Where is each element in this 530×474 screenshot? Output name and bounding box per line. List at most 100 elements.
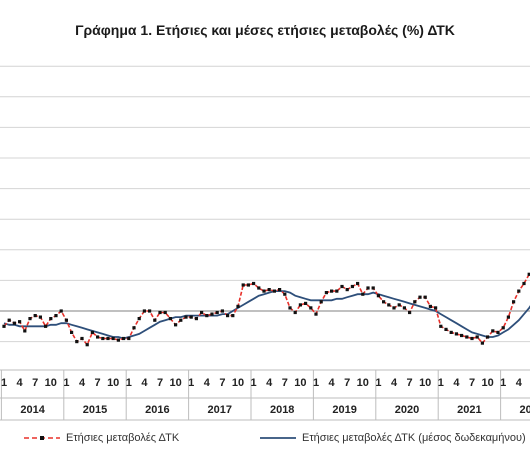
month-tick-label: 4 [17, 377, 24, 389]
year-tick-label: 2018 [270, 404, 294, 416]
series-annual-point [142, 309, 146, 313]
series-layer [2, 272, 530, 347]
series-annual-point [278, 288, 282, 292]
series-annual-point [168, 317, 172, 321]
series-annual-point [153, 318, 157, 322]
series-annual-point [75, 340, 79, 344]
series-annual-point [475, 335, 479, 339]
series-annual-point [522, 281, 526, 286]
month-tick-label: 4 [391, 377, 398, 389]
series-annual-point [413, 300, 417, 304]
series-annual-point [241, 283, 245, 287]
month-tick-label: 4 [79, 377, 86, 389]
series-annual-point [340, 284, 344, 289]
month-tick-label: 10 [45, 377, 57, 389]
series-annual-point [324, 291, 328, 295]
legend-swatch-average [260, 437, 296, 439]
series-annual-point [179, 318, 183, 322]
month-tick-label: 7 [32, 377, 38, 389]
series-annual-point [402, 306, 406, 310]
series-annual-point [226, 314, 230, 318]
month-tick-label: 1 [500, 377, 506, 389]
series-annual-point [371, 286, 375, 290]
series-annual-point [361, 292, 365, 296]
month-tick-label: 7 [219, 377, 225, 389]
series-annual-point [205, 314, 209, 318]
year-tick-label: 2017 [208, 404, 232, 416]
series-annual-point [506, 315, 510, 319]
legend-item-annual: Ετήσιες μεταβολές ΔΤΚ [22, 432, 179, 444]
month-tick-label: 1 [126, 377, 132, 389]
series-annual-point [2, 324, 6, 328]
year-tick-label: 2021 [457, 404, 481, 416]
month-tick-label: 1 [375, 377, 381, 389]
series-annual-point [330, 289, 334, 293]
series-annual-point [236, 304, 240, 308]
month-tick-label: 7 [157, 377, 163, 389]
series-annual-point [496, 330, 500, 334]
year-tick-label: 2019 [332, 404, 356, 416]
series-annual-point [501, 326, 505, 330]
series-annual-point [262, 289, 266, 293]
series-annual-point [12, 321, 16, 325]
series-annual-point [111, 336, 115, 341]
series-annual-point [428, 304, 432, 308]
series-annual-point [23, 329, 27, 333]
series-annual-point [444, 327, 448, 331]
series-annual-point [293, 310, 297, 315]
month-tick-label: 10 [169, 377, 181, 389]
series-annual-point [345, 288, 349, 292]
series-annual-point [59, 309, 63, 313]
series-annual-point [122, 336, 126, 341]
series-annual-point [252, 281, 256, 286]
series-annual-point [210, 312, 214, 316]
series-annual-point [38, 315, 42, 319]
series-annual-point [517, 289, 521, 293]
series-annual-point [101, 336, 105, 341]
series-annual-point [28, 317, 32, 321]
series-annual-point [387, 303, 391, 307]
series-annual-point [527, 272, 530, 276]
series-annual-point [392, 306, 396, 310]
month-tick-label: 4 [453, 377, 460, 389]
series-annual-point [231, 314, 235, 318]
series-annual-point [304, 301, 308, 305]
series-annual-point [106, 336, 110, 341]
series-annual-point [85, 343, 89, 347]
month-tick-label: 1 [438, 377, 444, 389]
series-annual-point [132, 326, 136, 330]
series-annual-point [465, 335, 469, 339]
series-annual-point [314, 312, 318, 316]
series-annual-point [267, 288, 271, 292]
month-tick-label: 4 [516, 377, 523, 389]
series-annual-point [33, 314, 37, 318]
chart-title: Γράφημα 1. Ετήσιες και μέσες ετήσιες μετ… [75, 22, 455, 38]
series-annual-point [418, 295, 422, 299]
series-annual-point [454, 332, 458, 336]
month-tick-label: 1 [188, 377, 194, 389]
month-tick-label: 1 [313, 377, 319, 389]
month-tick-label: 10 [419, 377, 431, 389]
legend-item-average: Ετήσιες μεταβολές ΔΤΚ (μέσος δωδεκαμήνου… [258, 432, 526, 444]
series-annual-point [449, 330, 453, 334]
month-tick-label: 10 [232, 377, 244, 389]
series-annual-point [158, 310, 162, 315]
series-annual-point [288, 306, 292, 310]
series-annual-point [335, 289, 339, 293]
year-tick-label: 2020 [395, 404, 419, 416]
month-tick-label: 10 [357, 377, 369, 389]
legend-swatch-annual [24, 436, 60, 441]
series-annual-point [80, 336, 84, 341]
series-annual-point [7, 318, 11, 322]
series-annual-point [215, 310, 219, 315]
series-annual-point [272, 289, 276, 293]
series-annual-point [408, 310, 412, 315]
series-annual-point [397, 303, 401, 307]
month-tick-label: 4 [204, 377, 211, 389]
series-annual-point [127, 336, 131, 341]
series-annual-point [423, 295, 427, 299]
series-annual-point [439, 324, 443, 328]
series-annual-point [184, 315, 188, 319]
series-annual-point [283, 292, 287, 296]
